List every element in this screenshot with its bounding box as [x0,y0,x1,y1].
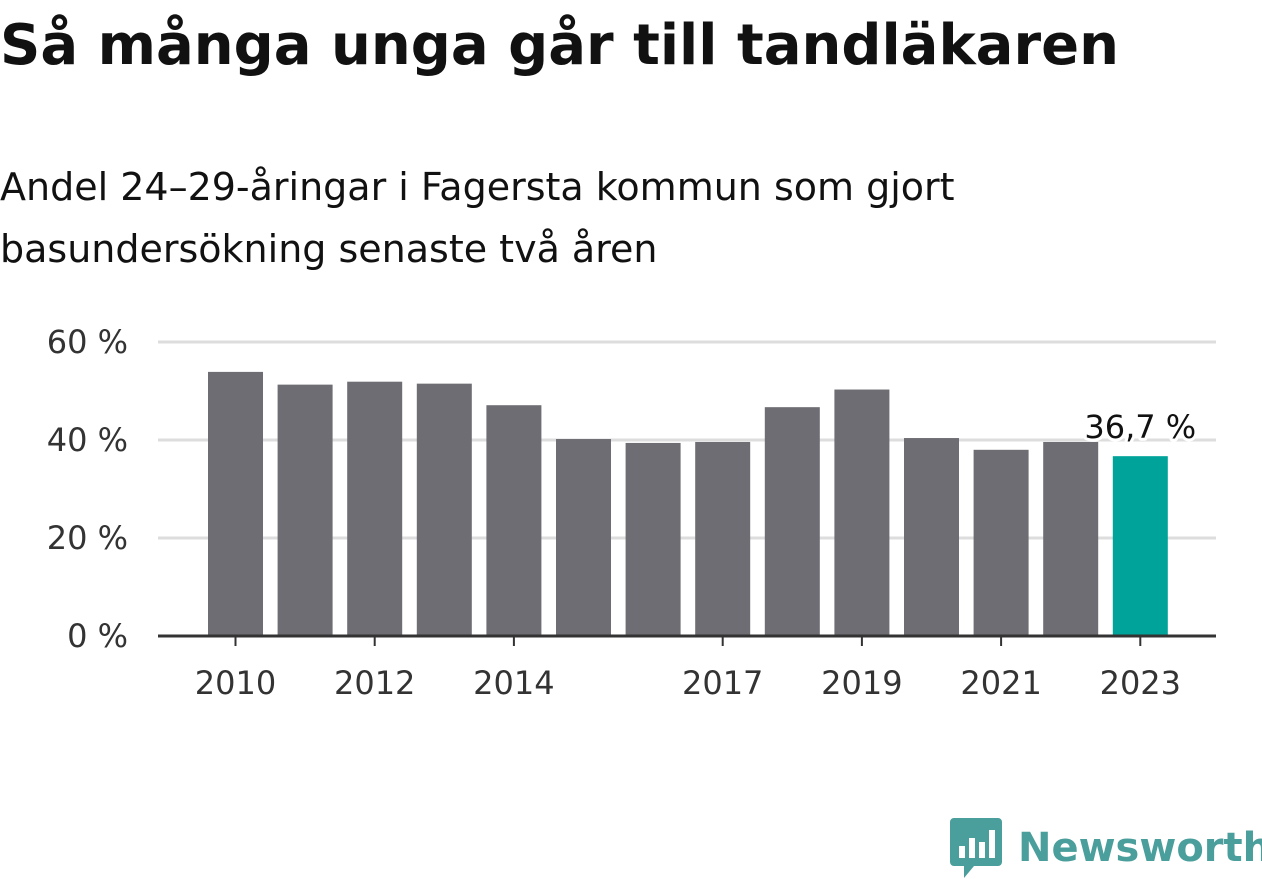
y-axis-labels: 0 % 20 % 40 % 60 % [47,323,128,655]
bar [695,441,751,636]
bar [486,405,542,636]
bar [1043,441,1099,636]
y-tick-label: 0 % [67,617,128,655]
x-tick-label: 2010 [195,664,276,702]
bar [834,389,890,636]
x-axis [158,634,1216,646]
bar [416,383,472,636]
bars [208,371,1168,636]
bar-highlight [1112,456,1168,636]
bar [764,407,820,636]
bar [347,381,403,636]
bar [277,384,333,636]
bar [556,439,611,636]
x-axis-labels: 2010 2012 2014 2017 2019 2021 2023 [195,664,1181,702]
brand-name: Newsworthy [1018,825,1262,871]
y-tick-label: 60 % [47,323,128,361]
newsworthy-logo: Newsworthy [950,818,1262,878]
x-tick-label: 2014 [473,664,554,702]
y-tick-label: 40 % [47,421,128,459]
annotations: 36,7 % [1081,405,1199,449]
bar [973,449,1029,636]
bar [208,371,263,636]
bar [904,438,959,636]
x-tick-label: 2021 [960,664,1041,702]
bar-chart: 0 % 20 % 40 % 60 % 2010 2012 2014 2017 2019 2021… [47,323,1216,702]
chart-title: Så många unga går till tandläkaren [0,13,1119,78]
y-tick-label: 20 % [47,519,128,557]
x-tick-label: 2019 [821,664,902,702]
x-tick-label: 2012 [334,664,415,702]
x-tick-label: 2017 [682,664,763,702]
grid-lines [158,340,1216,540]
bar [625,442,681,636]
data-label: 36,7 % [1084,408,1196,446]
x-tick-label: 2023 [1100,664,1181,702]
chart-subtitle: Andel 24–29-åringar i Fagersta kommun so… [0,165,955,271]
newsworthy-logo-icon [950,818,1002,878]
